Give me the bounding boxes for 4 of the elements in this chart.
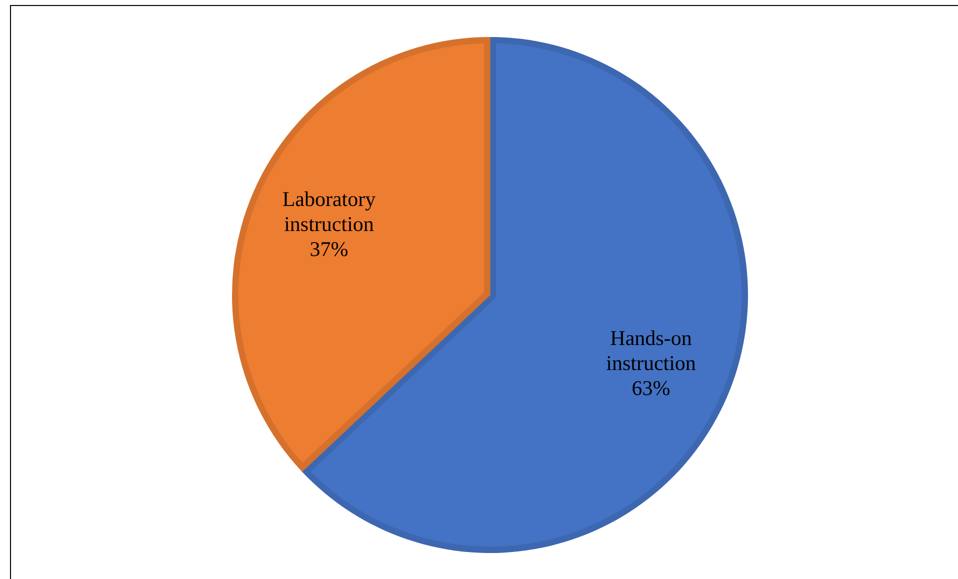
slice-label: Hands-on instruction bbox=[606, 326, 696, 376]
data-label: 63% bbox=[632, 376, 670, 400]
data-label: 37% bbox=[310, 236, 348, 261]
slice-label: Laboratory instruction bbox=[282, 186, 376, 236]
